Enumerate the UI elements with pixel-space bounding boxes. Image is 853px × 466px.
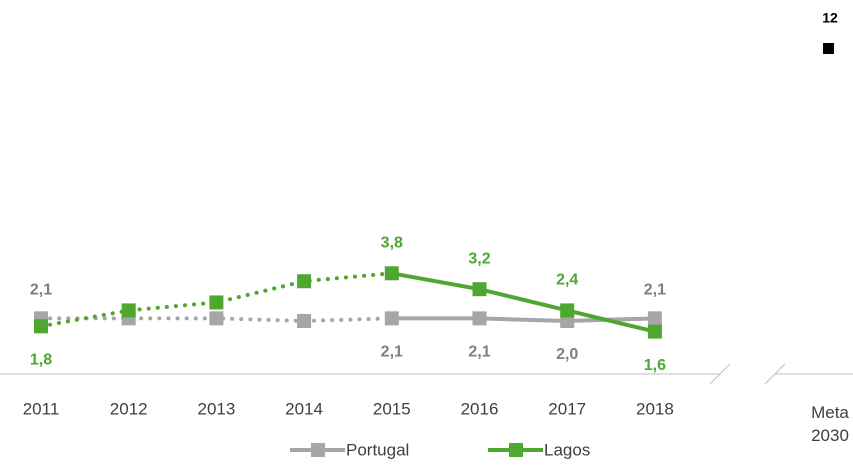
value-label: 2,1 <box>468 344 490 361</box>
x-tick-label: Meta 2030 <box>811 403 849 445</box>
x-tick-label: 2018 <box>636 399 674 418</box>
legend-marker <box>311 443 325 457</box>
x-tick-label: 2015 <box>373 399 411 418</box>
series-marker <box>560 303 575 318</box>
value-label: 2,1 <box>381 344 403 361</box>
value-label: 2,4 <box>556 272 578 289</box>
legend-label: Lagos <box>544 440 590 459</box>
series-marker <box>647 324 662 339</box>
axis-break <box>709 363 731 385</box>
x-tick-label: 2017 <box>548 399 586 418</box>
series-marker <box>121 303 136 318</box>
legend-label: Portugal <box>346 440 409 459</box>
value-label: 3,2 <box>468 250 490 267</box>
x-tick-label: 2011 <box>23 399 60 418</box>
series-marker <box>560 314 575 328</box>
x-tick-label: 2012 <box>110 399 148 418</box>
series-line <box>391 271 656 334</box>
series-marker <box>384 266 399 281</box>
legend-fragment <box>823 43 834 54</box>
value-label: 2,1 <box>30 282 52 299</box>
legend-marker <box>509 443 523 457</box>
series-marker <box>384 311 399 326</box>
series-marker <box>34 319 48 334</box>
series-marker <box>209 295 224 310</box>
x-tick-label: 2013 <box>197 399 235 418</box>
value-label: 1,8 <box>30 352 52 369</box>
value-label: 2,1 <box>644 282 666 299</box>
corner-label: 12 <box>822 10 838 26</box>
series-marker <box>297 314 312 328</box>
value-label: 2,0 <box>556 346 578 363</box>
x-tick-label: 2016 <box>461 399 499 418</box>
series-marker <box>209 311 224 326</box>
x-tick-label: 2014 <box>285 399 323 418</box>
value-label: 3,8 <box>381 235 403 252</box>
value-label: 1,6 <box>644 357 666 374</box>
series-marker <box>472 282 487 297</box>
series-line <box>39 316 394 324</box>
series-marker <box>297 274 312 289</box>
series-marker <box>472 311 487 326</box>
series-marker <box>647 311 662 326</box>
